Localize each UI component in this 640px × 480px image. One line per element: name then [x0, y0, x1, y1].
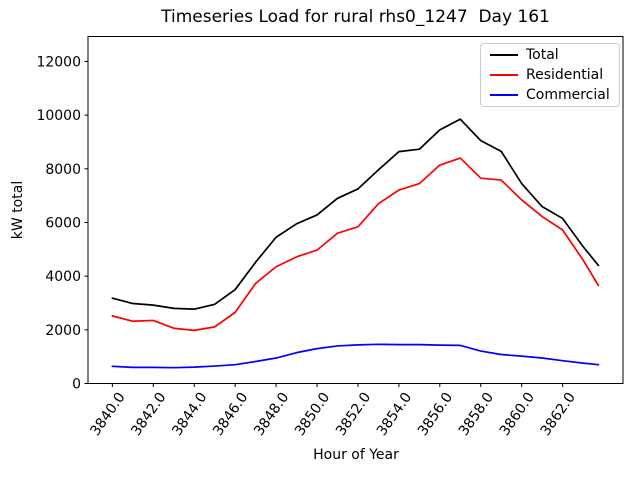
x-tick-label: 3842.0 — [128, 390, 169, 439]
x-tick-label: 3852.0 — [333, 390, 374, 439]
series-line-total — [111, 118, 600, 311]
x-tick-label: 3850.0 — [292, 390, 333, 439]
x-tick-label: 3860.0 — [497, 390, 538, 439]
x-tick-label: 3858.0 — [456, 390, 497, 439]
x-tick-label: 3848.0 — [251, 390, 292, 439]
x-tick-label: 3846.0 — [210, 390, 251, 439]
x-tick-label: 3856.0 — [415, 390, 456, 439]
y-tick-label: 10000 — [36, 108, 81, 124]
y-tick-label: 6000 — [45, 215, 81, 231]
y-tick-label: 2000 — [45, 323, 81, 339]
x-axis-label: Hour of Year — [313, 447, 399, 463]
legend-label: Total — [526, 47, 559, 63]
y-tick-label: 12000 — [36, 54, 81, 70]
series-line-residential — [111, 157, 600, 332]
legend-entry-total: Total — [481, 45, 619, 65]
residential-line-swatch-icon — [490, 74, 518, 76]
x-tick-label: 3862.0 — [538, 390, 579, 439]
y-tick-label: 8000 — [45, 162, 81, 178]
total-line-swatch-icon — [490, 54, 518, 56]
y-axis-label: kW total — [10, 181, 26, 239]
axes-frame — [87, 36, 624, 384]
legend-entry-commercial: Commercial — [481, 85, 619, 105]
y-tick-label: 4000 — [45, 269, 81, 285]
legend-label: Commercial — [526, 87, 610, 103]
x-tick-label: 3844.0 — [169, 390, 210, 439]
y-tick-label: 0 — [72, 377, 81, 393]
commercial-line-swatch-icon — [490, 94, 518, 96]
series-line-commercial — [111, 343, 600, 369]
x-tick-label: 3840.0 — [87, 390, 128, 439]
x-tick-label: 3854.0 — [374, 390, 415, 439]
legend: Total Residential Commercial — [480, 43, 620, 107]
legend-label: Residential — [526, 67, 604, 83]
legend-entry-residential: Residential — [481, 65, 619, 85]
chart-title: Timeseries Load for rural rhs0_1247 Day … — [161, 7, 550, 27]
